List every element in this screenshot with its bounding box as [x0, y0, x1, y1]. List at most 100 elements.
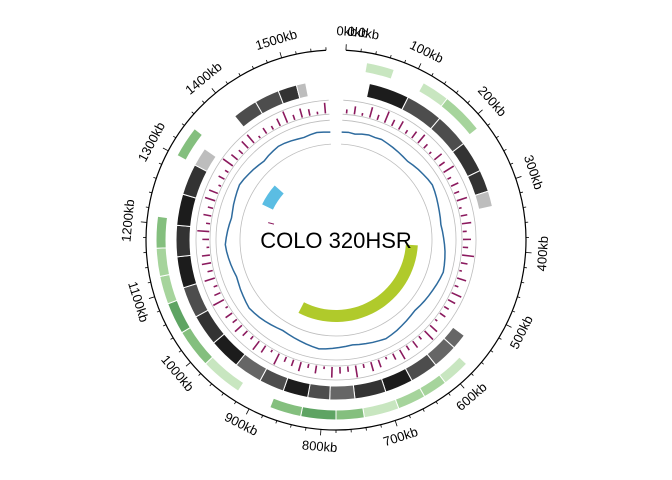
hist-bar	[423, 143, 429, 149]
minor-tick	[456, 90, 459, 94]
tick-label: 1100kb	[125, 280, 152, 324]
hist-bar	[204, 277, 216, 282]
center-title: COLO 320HSR	[260, 228, 412, 253]
major-tick	[515, 176, 522, 179]
minor-tick	[275, 420, 278, 424]
hist-bar	[392, 353, 397, 360]
hist-bar	[397, 121, 404, 130]
segment-block	[329, 384, 356, 401]
hist-bar	[234, 324, 243, 333]
hist-outer-border	[195, 99, 477, 381]
hist-bar	[460, 262, 468, 265]
tick-label: 1000kb	[158, 352, 197, 394]
hist-bar	[368, 107, 374, 118]
minor-tick	[389, 54, 392, 59]
hist-bar	[225, 305, 229, 309]
hist-bar	[417, 134, 426, 144]
hist-bar	[443, 305, 450, 311]
line-outer-border	[215, 119, 457, 361]
hist-bar	[454, 284, 459, 288]
major-tick	[477, 109, 483, 115]
hist-bar	[377, 359, 382, 368]
major-tick	[459, 383, 465, 389]
minor-tick	[519, 191, 524, 194]
hist-bar	[218, 184, 222, 187]
minor-tick	[467, 100, 470, 104]
hist-bar	[398, 349, 406, 360]
link-ribbon	[262, 185, 284, 210]
minor-tick	[422, 408, 425, 412]
gene-block	[362, 398, 400, 419]
hist-bar	[246, 134, 255, 144]
minor-tick	[181, 123, 185, 126]
hist-bar	[424, 330, 434, 341]
hist-bar	[384, 356, 388, 360]
minor-tick	[498, 337, 502, 340]
hist-bar	[429, 324, 438, 333]
gene-block	[155, 215, 169, 249]
major-tick	[505, 324, 512, 328]
tick-label: 100kb	[407, 37, 445, 66]
hist-bar	[213, 284, 218, 288]
minor-tick	[178, 350, 182, 353]
hist-bar	[299, 108, 304, 118]
hist-bar	[224, 169, 229, 174]
hist-bar	[412, 340, 419, 349]
tick-label: 500kb	[507, 313, 536, 351]
tick-label: 700kb	[381, 424, 419, 449]
gene-block	[335, 407, 365, 421]
hist-bar	[418, 335, 423, 340]
axis-ring	[145, 49, 527, 431]
tick-label: 600kb	[453, 379, 490, 414]
minor-tick	[145, 206, 149, 208]
minor-tick	[153, 177, 157, 179]
hist-bar	[205, 222, 211, 225]
hist-inner-border	[209, 113, 463, 367]
minor-tick	[295, 51, 297, 55]
hist-bar	[447, 176, 452, 180]
minor-tick	[198, 373, 202, 376]
histogram-track	[195, 99, 477, 381]
minor-tick	[163, 324, 167, 327]
minor-tick	[431, 73, 434, 77]
hist-bar	[207, 269, 213, 273]
hist-bar	[428, 151, 432, 155]
hist-bar	[461, 221, 472, 225]
hist-bar	[438, 161, 446, 167]
hist-bar	[460, 213, 468, 217]
gene-block	[438, 356, 468, 384]
major-tick	[418, 63, 422, 69]
minor-tick	[435, 401, 438, 405]
major-tick	[394, 420, 398, 427]
tick-label: 1200kb	[118, 199, 137, 243]
segment-block	[307, 383, 331, 401]
tick-label: 1300kb	[135, 119, 168, 164]
hist-bar	[273, 353, 280, 365]
hist-bar	[214, 291, 221, 297]
minor-tick	[156, 310, 160, 313]
tick-label: 400kb	[534, 235, 551, 271]
minor-tick	[510, 162, 514, 165]
segment-origin-label: 0kb	[347, 24, 369, 41]
links-track	[262, 185, 418, 322]
gene-block	[167, 299, 191, 334]
hist-bar	[405, 345, 410, 351]
tick-label: 800kb	[301, 437, 337, 455]
hist-bar	[203, 213, 212, 217]
hist-bar	[370, 361, 375, 372]
hist-bar	[208, 189, 219, 195]
hist-bar	[433, 153, 443, 161]
hist-bar	[249, 335, 254, 340]
segment-block	[474, 190, 494, 210]
tick-label: 200kb	[475, 83, 510, 119]
major-tick	[211, 88, 216, 94]
hist-bar	[439, 312, 446, 318]
minor-tick	[404, 59, 407, 63]
segment-block	[365, 82, 409, 111]
hist-bar	[225, 312, 233, 319]
minor-tick	[481, 362, 484, 365]
major-tick	[162, 147, 169, 152]
hist-bar	[212, 299, 225, 307]
minor-tick	[238, 73, 241, 77]
